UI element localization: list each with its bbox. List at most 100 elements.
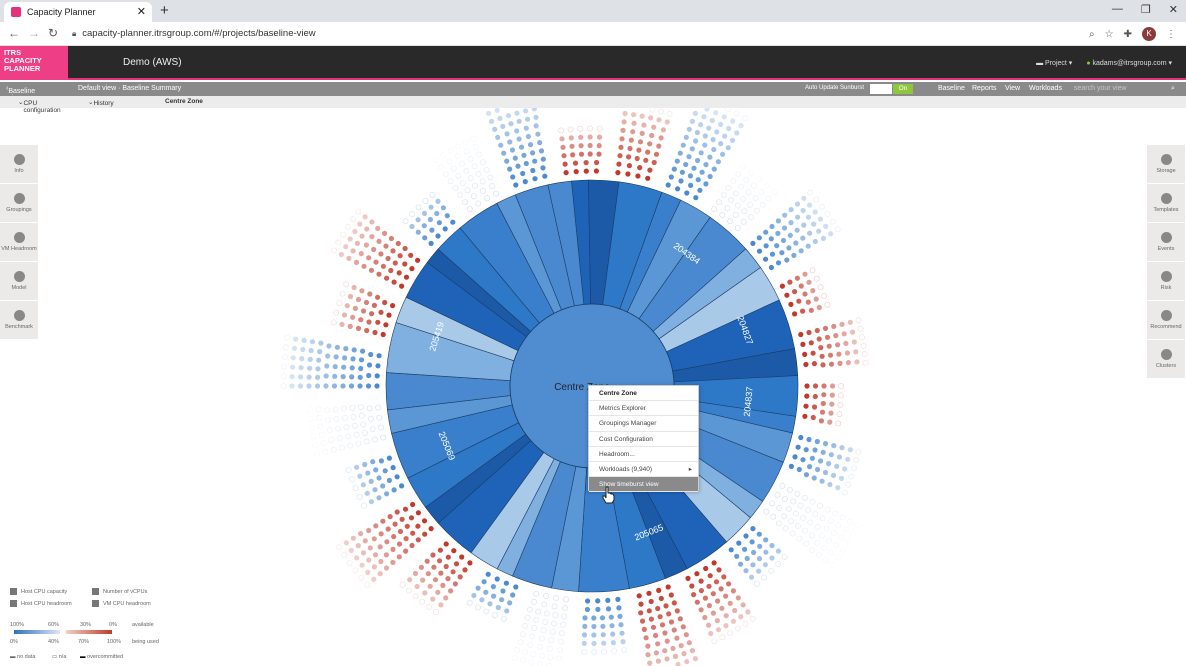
vm-dot [399, 283, 405, 289]
extensions-icon[interactable]: ✚ [1123, 28, 1132, 40]
vm-dot [422, 531, 428, 537]
sidebar-item-storage[interactable]: Storage [1147, 145, 1185, 184]
vm-dot [784, 257, 790, 263]
vm-dot [845, 456, 851, 462]
auto-update-on[interactable]: On [893, 84, 913, 94]
menu-reports[interactable]: Reports [972, 85, 997, 92]
vm-dot [827, 352, 834, 358]
vm-dot [542, 173, 548, 179]
browser-tab[interactable]: Capacity Planner ✕ [4, 2, 152, 22]
user-email: kadams@itrsgroup.com [1092, 60, 1167, 67]
menu-workloads[interactable]: Workloads [1029, 85, 1062, 92]
restore-icon[interactable]: ❐ [1140, 4, 1151, 16]
vm-dot [433, 157, 439, 163]
sidebar-item-events[interactable]: Events [1147, 223, 1185, 262]
user-menu[interactable]: ● kadams@itrsgroup.com ▾ [1086, 60, 1172, 67]
vm-dot [335, 239, 342, 246]
vm-dot [410, 501, 416, 508]
vm-dot [781, 225, 788, 231]
app-logo[interactable]: ITRS CAPACITY PLANNER [0, 46, 68, 80]
baseline-views-link[interactable]: ‹ Baseline views [6, 85, 35, 102]
profile-avatar[interactable]: K [1142, 27, 1156, 41]
zoom-icon[interactable]: ⌕ [1089, 28, 1095, 40]
vm-dot [312, 442, 319, 448]
sidebar-item-vm-headroom[interactable]: VM Headroom [0, 223, 38, 262]
vm-dot [520, 170, 526, 177]
groupings-manager-item[interactable]: Groupings Manager [589, 416, 698, 432]
vm-dot [617, 613, 623, 619]
auto-update-toggle[interactable] [870, 84, 892, 94]
sidebar-item-risk[interactable]: Risk [1147, 262, 1185, 301]
bookmark-star-icon[interactable]: ☆ [1104, 28, 1114, 40]
vm-dot [733, 110, 740, 117]
sidebar-item-groupings[interactable]: Groupings [0, 184, 38, 223]
sidebar-item-recommend[interactable]: Recommend [1147, 301, 1185, 340]
vm-dot [578, 134, 584, 140]
tab-close-icon[interactable]: ✕ [136, 6, 146, 18]
vm-dot [437, 164, 444, 170]
vm-dot [297, 383, 304, 389]
history-crumb[interactable]: ⌄ History [88, 99, 114, 107]
sidebar-item-clusters[interactable]: Clusters [1147, 340, 1185, 379]
vm-dot [732, 607, 738, 614]
vm-dot [711, 638, 718, 645]
vm-dot [370, 459, 376, 465]
vm-dot [812, 209, 818, 215]
vm-dot [533, 114, 539, 120]
vm-dot [824, 506, 831, 513]
vm-dot [375, 363, 381, 369]
menu-baseline[interactable]: Baseline [938, 85, 965, 92]
vm-dot [738, 561, 744, 567]
vm-dot [660, 127, 666, 133]
sidebar-item-info[interactable]: Info [0, 145, 38, 184]
vm-dot [357, 374, 363, 380]
overcommitted-swatch-icon: ▬ [80, 654, 86, 660]
vm-dot [548, 637, 555, 644]
minimize-icon[interactable]: — [1111, 3, 1123, 15]
vm-dot [605, 597, 611, 603]
reload-icon[interactable]: ↻ [48, 26, 59, 40]
metrics-explorer-item[interactable]: Metrics Explorer [589, 401, 698, 417]
groupings-icon [13, 193, 25, 204]
vm-dot [472, 144, 479, 150]
cost-configuration-item[interactable]: Cost Configuration [589, 432, 698, 447]
vm-dot [671, 166, 677, 172]
sidebar-item-templates[interactable]: Templates [1147, 184, 1185, 223]
vm-dot [662, 648, 668, 654]
url-field[interactable]: 🔒︎ capacity-planner.itrsgroup.com/#/proje… [72, 28, 316, 39]
sunburst-chart[interactable]: Centre Zone 2043842048272048372050652050… [230, 108, 950, 666]
vm-dot [817, 502, 823, 509]
browser-menu-icon[interactable]: ⋮ [1166, 28, 1176, 40]
vm-dot [616, 161, 622, 167]
cpu-config-crumb[interactable]: ⌄ CPU configuration [18, 99, 61, 114]
headroom-item[interactable]: Headroom... [589, 447, 698, 462]
vm-dot [521, 152, 527, 158]
vm-dot [475, 171, 482, 177]
vm-dot [828, 361, 835, 367]
vm-dot [367, 545, 373, 551]
vm-dot [500, 588, 506, 594]
search-icon[interactable]: ⌕ [1171, 85, 1175, 92]
forward-icon[interactable]: → [28, 26, 40, 40]
vm-dot [726, 125, 732, 132]
window-close-icon[interactable]: ✕ [1168, 4, 1178, 16]
vm-dot [787, 486, 793, 493]
project-menu[interactable]: ▬ Project ▾ [1036, 60, 1073, 67]
vm-dot [582, 623, 588, 630]
zone-crumb[interactable]: Centre Zone [165, 98, 203, 105]
new-tab-icon[interactable]: + [160, 2, 169, 19]
sidebar-item-label: Templates [1153, 207, 1179, 213]
sidebar-item-model[interactable]: Model [0, 262, 38, 301]
workloads-item[interactable]: Workloads (9,940) ▸ [589, 462, 698, 478]
vm-dot [785, 506, 792, 512]
vm-dot [774, 243, 780, 249]
vm-dot [335, 425, 341, 432]
vm-dot [475, 604, 481, 611]
back-icon[interactable]: ← [8, 26, 20, 40]
menu-view[interactable]: View [1005, 85, 1021, 92]
vm-dot [585, 598, 591, 604]
vm-dot [382, 468, 388, 474]
view-search-input[interactable]: search your view [1074, 85, 1127, 92]
sidebar-item-benchmark[interactable]: Benchmark [0, 301, 38, 340]
show-timeburst-item[interactable]: Show timeburst view [589, 477, 698, 493]
